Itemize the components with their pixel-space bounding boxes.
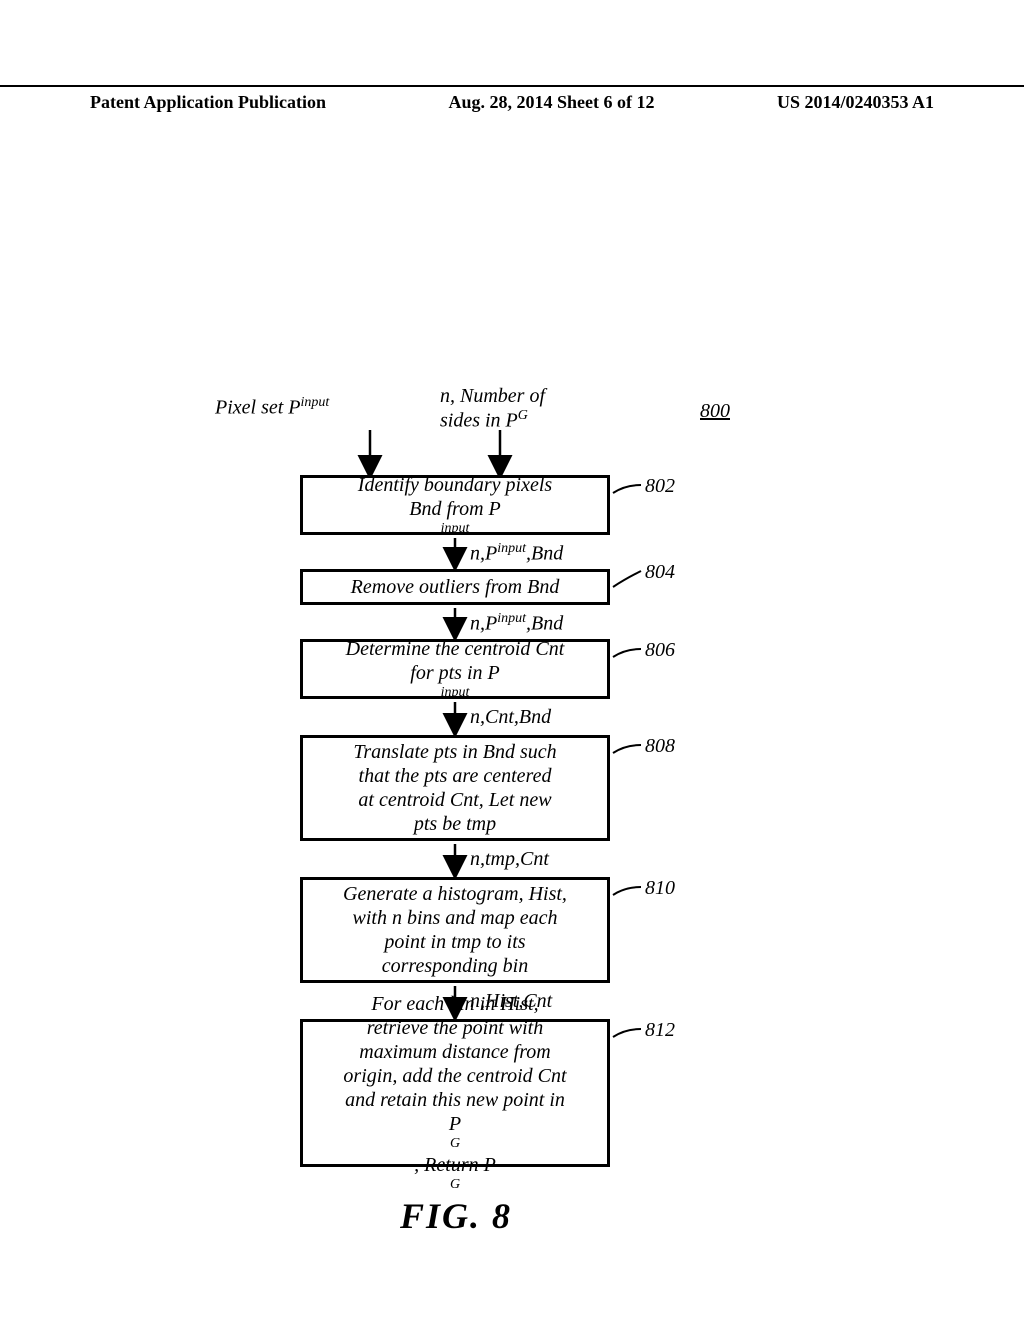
step-box: Identify boundary pixelsBnd from Pinput [300,475,610,535]
ref-num: 808 [645,735,675,758]
ref-num: 802 [645,475,675,498]
figure-caption: FIG. 8 [400,1195,512,1237]
input-right-label: n, Number ofsides in PG [440,385,545,433]
header-center: Aug. 28, 2014 Sheet 6 of 12 [449,92,655,113]
ref-num: 812 [645,1019,675,1042]
ref-overall: 800 [700,400,730,423]
page-header: Patent Application Publication Aug. 28, … [0,85,1024,113]
header-left: Patent Application Publication [90,92,326,113]
step-box: Translate pts in Bnd suchthat the pts ar… [300,735,610,841]
ref-num: 810 [645,877,675,900]
ref-num: 804 [645,561,675,584]
edge-label: n,Pinput,Bnd [470,611,563,636]
edge-label: n,tmp,Cnt [470,848,549,871]
step-box: Determine the centroid Cntfor pts in Pin… [300,639,610,699]
header-right: US 2014/0240353 A1 [777,92,934,113]
ref-num: 806 [645,639,675,662]
step-box: Generate a histogram, Hist,with n bins a… [300,877,610,983]
step-box: For each bin in Hist,retrieve the point … [300,1019,610,1167]
edge-label: n,Cnt,Bnd [470,706,551,729]
input-left-label: Pixel set Pinput [215,395,329,420]
step-box: Remove outliers from Bnd [300,569,610,605]
edge-label: n,Pinput,Bnd [470,541,563,566]
